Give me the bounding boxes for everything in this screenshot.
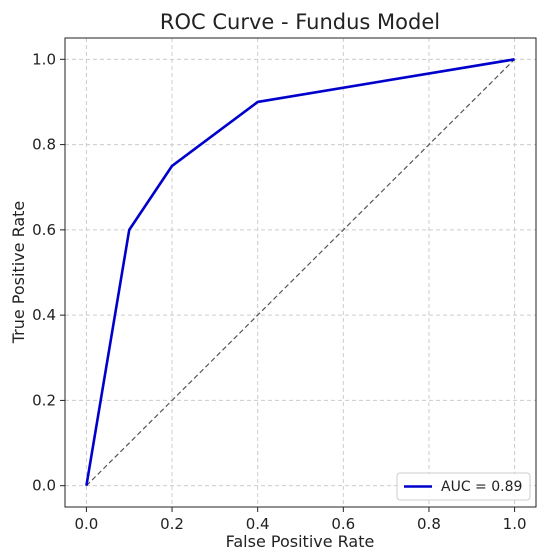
y-axis-ticks: 0.0 0.2 0.4 0.6 0.8 1.0 <box>32 50 65 495</box>
legend-label-auc: AUC = 0.89 <box>441 479 522 495</box>
axes <box>64 37 537 508</box>
y-tick-label: 0.4 <box>32 306 56 324</box>
x-tick-label: 0.8 <box>417 515 441 533</box>
y-tick-label: 1.0 <box>32 50 56 68</box>
y-tick-label: 0.0 <box>32 477 56 495</box>
diagonal-reference-line <box>85 58 516 487</box>
plot-frame <box>64 37 537 508</box>
x-axis-ticks: 0.0 0.2 0.4 0.6 0.8 1.0 <box>74 507 527 533</box>
y-tick-label: 0.6 <box>32 221 56 239</box>
x-axis-label: False Positive Rate <box>226 532 375 551</box>
x-tick-label: 0.6 <box>331 515 355 533</box>
y-tick-label: 0.2 <box>32 391 56 409</box>
x-tick-label: 0.4 <box>246 515 270 533</box>
x-tick-label: 0.2 <box>160 515 184 533</box>
chart-title: ROC Curve - Fundus Model <box>160 10 440 34</box>
x-tick-label: 0.0 <box>74 515 98 533</box>
legend: AUC = 0.89 <box>396 472 531 501</box>
legend-box <box>396 472 531 501</box>
y-axis-label: True Positive Rate <box>9 201 28 345</box>
plot-area <box>85 58 516 487</box>
y-tick-label: 0.8 <box>32 136 56 154</box>
roc-curve-line <box>85 58 515 486</box>
x-tick-label: 1.0 <box>503 515 527 533</box>
grid-lines <box>65 38 536 507</box>
